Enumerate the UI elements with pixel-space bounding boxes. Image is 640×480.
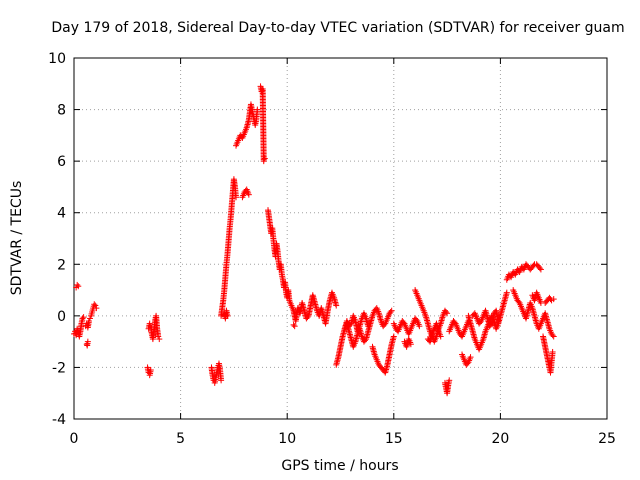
data-point-plus-marker	[365, 323, 372, 330]
y-axis-label: SDTVAR / TECUs	[9, 181, 25, 296]
x-axis-label: GPS time / hours	[281, 458, 398, 474]
data-point-plus-marker	[390, 333, 397, 340]
data-point-plus-marker	[362, 337, 369, 344]
data-point-plus-marker	[464, 360, 471, 367]
data-point-plus-marker	[549, 348, 556, 355]
y-tick-label: 0	[57, 309, 66, 325]
data-point-plus-marker	[550, 296, 557, 303]
data-point-plus-marker	[290, 321, 297, 328]
data-point-plus-marker	[537, 266, 544, 273]
plot-frame	[73, 57, 608, 420]
data-point-plus-marker	[451, 319, 458, 326]
data-point-plus-marker	[84, 342, 91, 349]
y-tick-label: 6	[57, 154, 66, 170]
data-point-plus-marker	[495, 318, 502, 325]
data-point-plus-marker	[443, 308, 450, 315]
data-point-plus-marker	[218, 377, 225, 384]
data-point-plus-marker	[91, 301, 98, 308]
y-tick-label: -2	[52, 360, 66, 376]
data-point-plus-marker	[437, 333, 444, 340]
data-point-plus-marker	[477, 319, 484, 326]
y-axis-ticks: -4 -2 0 2 4 6 8 10	[48, 51, 607, 428]
x-tick-label: 20	[491, 431, 509, 447]
data-point-plus-marker	[80, 314, 87, 321]
data-point-plus-marker	[92, 302, 99, 309]
data-point-plus-marker	[503, 289, 510, 296]
x-tick-label: 5	[176, 431, 185, 447]
data-point-plus-marker	[146, 320, 153, 327]
data-point-plus-marker	[147, 367, 154, 374]
data-point-plus-marker	[550, 333, 557, 340]
x-tick-label: 10	[278, 431, 296, 447]
data-points	[71, 83, 557, 397]
data-point-plus-marker	[347, 321, 354, 328]
data-point-plus-marker	[400, 319, 407, 326]
data-point-plus-marker	[444, 310, 451, 317]
data-point-plus-marker	[261, 155, 268, 162]
x-tick-label: 25	[598, 431, 616, 447]
data-point-plus-marker	[304, 314, 311, 321]
data-point-plus-marker	[291, 323, 298, 330]
data-point-plus-marker	[86, 315, 93, 322]
data-point-plus-marker	[333, 302, 340, 309]
x-tick-label: 15	[385, 431, 403, 447]
data-point-plus-marker	[416, 323, 423, 330]
y-tick-label: 4	[57, 206, 66, 222]
data-point-plus-marker	[413, 316, 420, 323]
data-point-plus-marker	[536, 265, 543, 272]
data-point-plus-marker	[515, 298, 522, 305]
data-point-plus-marker	[388, 307, 395, 314]
data-point-plus-marker	[74, 281, 81, 288]
y-tick-label: -4	[52, 412, 66, 428]
data-point-plus-marker	[254, 106, 261, 113]
data-point-plus-marker	[224, 312, 231, 319]
data-point-plus-marker	[93, 305, 100, 312]
y-tick-label: 10	[48, 51, 66, 67]
x-tick-label: 0	[70, 431, 79, 447]
grid	[74, 58, 607, 419]
data-point-plus-marker	[233, 194, 240, 201]
data-point-plus-marker	[156, 336, 163, 343]
data-point-plus-marker	[446, 377, 453, 384]
chart-title: Day 179 of 2018, Sidereal Day-to-day VTE…	[51, 20, 624, 36]
data-point-plus-marker	[407, 341, 414, 348]
y-tick-label: 2	[57, 257, 66, 273]
data-point-plus-marker	[387, 308, 394, 315]
data-point-plus-marker	[260, 158, 267, 165]
x-axis-ticks: 0 5 10 15 20 25	[70, 58, 616, 447]
data-point-plus-marker	[549, 332, 556, 339]
data-point-plus-marker	[245, 191, 252, 198]
y-tick-label: 8	[57, 103, 66, 119]
data-point-plus-marker	[487, 321, 494, 328]
data-point-plus-marker	[467, 354, 474, 361]
data-point-plus-marker	[381, 321, 388, 328]
data-point-plus-marker	[75, 283, 82, 290]
data-point-plus-marker	[79, 315, 86, 322]
data-point-plus-marker	[155, 333, 162, 340]
data-point-plus-marker	[85, 318, 92, 325]
